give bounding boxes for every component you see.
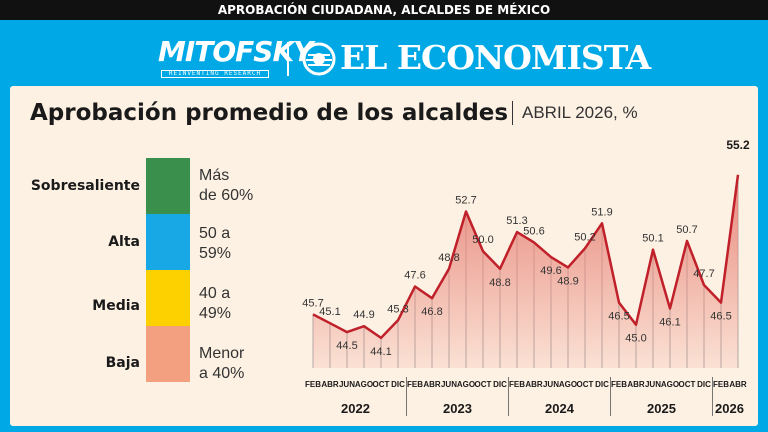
month-tick-label: OCT <box>679 380 696 389</box>
month-tick-label: DIC <box>391 380 405 389</box>
year-label: 2023 <box>443 401 472 416</box>
el-economista-logo: EL ECONOMISTA <box>340 38 651 77</box>
month-tick-label: ABR <box>729 380 747 389</box>
month-tick-label: ABR <box>321 380 339 389</box>
mitofsky-tagline: REINVENTING RESEARCH <box>161 70 269 78</box>
data-label: 45.3 <box>387 303 408 315</box>
brand-divider <box>287 42 289 76</box>
month-tick-label: FEB <box>305 380 321 389</box>
legend-range-sobresaliente: Más de 60% <box>199 166 279 206</box>
legend-range-line1: 40 a <box>199 285 231 302</box>
month-tick-label: ABR <box>627 380 645 389</box>
el-economista-globe-icon <box>302 42 336 76</box>
legend-range-line1: Menor <box>199 345 245 362</box>
month-tick-label: FEB <box>407 380 423 389</box>
data-label: 50.0 <box>472 234 493 246</box>
legend-range-line2: 59% <box>199 245 232 262</box>
month-tick-label: OCT <box>577 380 594 389</box>
data-label: 50.7 <box>676 224 697 236</box>
month-tick-label: AGO <box>559 380 577 389</box>
top-header-bar: APROBACIÓN CIUDADANA, ALCALDES DE MÉXICO <box>0 0 768 20</box>
legend-range-line1: Más <box>199 167 230 184</box>
legend-swatch-media <box>146 270 190 326</box>
year-label: 2026 <box>715 401 744 416</box>
legend-range-baja: Menor a 40% <box>199 344 279 384</box>
legend-range-alta: 50 a 59% <box>199 224 279 264</box>
month-tick-label: ABR <box>423 380 441 389</box>
data-label: 47.6 <box>404 270 425 282</box>
data-label: 52.7 <box>455 195 476 207</box>
legend-swatch-alta <box>146 214 190 270</box>
data-label: 44.9 <box>353 309 374 321</box>
data-label: 48.8 <box>489 277 510 289</box>
data-label: 51.9 <box>591 206 612 218</box>
legend-label-media: Media <box>92 298 140 314</box>
data-label: 45.0 <box>625 333 646 345</box>
legend-label-baja: Baja <box>105 355 140 371</box>
year-label: 2025 <box>647 401 676 416</box>
legend-swatch-sobresaliente <box>146 158 190 214</box>
chart-subtitle: ABRIL 2026, % <box>522 103 638 122</box>
data-label: 46.1 <box>659 317 680 329</box>
month-tick-label: DIC <box>493 380 507 389</box>
data-label: 44.5 <box>336 340 357 352</box>
legend-range-media: 40 a 49% <box>199 284 279 324</box>
data-label: 46.8 <box>421 306 442 318</box>
title-divider <box>512 101 513 125</box>
data-label: 48.8 <box>438 252 459 264</box>
data-label: 46.5 <box>710 311 731 323</box>
legend-range-line2: 49% <box>199 305 232 322</box>
legend-range-line2: a 40% <box>199 365 245 382</box>
data-label: 45.1 <box>319 306 340 318</box>
chart-title: Aprobación promedio de los alcaldes <box>30 100 509 126</box>
month-tick-label: JUN <box>645 380 661 389</box>
month-tick-label: OCT <box>475 380 492 389</box>
year-label: 2024 <box>545 401 575 416</box>
data-label: 50.6 <box>523 225 544 237</box>
month-tick-label: DIC <box>697 380 711 389</box>
data-label: 49.6 <box>540 265 561 277</box>
month-tick-label: FEB <box>509 380 525 389</box>
data-label: 48.9 <box>557 275 578 287</box>
data-label: 51.3 <box>506 215 527 227</box>
data-label: 47.7 <box>693 268 714 280</box>
legend-label-alta: Alta <box>108 234 140 250</box>
month-tick-label: AGO <box>457 380 475 389</box>
legend-swatch-baja <box>146 326 190 382</box>
month-tick-label: JUN <box>543 380 559 389</box>
data-label: 44.1 <box>370 346 391 358</box>
data-label: 50.2 <box>574 231 595 243</box>
month-tick-label: FEB <box>713 380 729 389</box>
month-tick-label: FEB <box>611 380 627 389</box>
data-label: 45.7 <box>302 297 323 309</box>
month-tick-label: JUN <box>441 380 457 389</box>
month-tick-label: JUN <box>339 380 355 389</box>
area-fill <box>313 174 738 368</box>
legend-range-line1: 50 a <box>199 225 231 242</box>
legend-range-line2: de 60% <box>199 187 254 204</box>
year-label: 2022 <box>341 401 370 416</box>
series-line <box>312 174 740 340</box>
data-label: 55.2 <box>726 138 750 152</box>
month-tick-label: ABR <box>525 380 543 389</box>
data-label: 46.5 <box>608 311 629 323</box>
chart-panel <box>10 86 758 426</box>
data-label: 50.1 <box>642 233 663 245</box>
month-tick-label: AGO <box>661 380 679 389</box>
legend-label-sobresaliente: Sobresaliente <box>30 178 140 194</box>
brand-row: MITOFSKY REINVENTING RESEARCH EL ECONOMI… <box>0 22 768 84</box>
month-tick-label: AGO <box>355 380 373 389</box>
month-tick-label: DIC <box>595 380 609 389</box>
month-tick-label: OCT <box>373 380 390 389</box>
